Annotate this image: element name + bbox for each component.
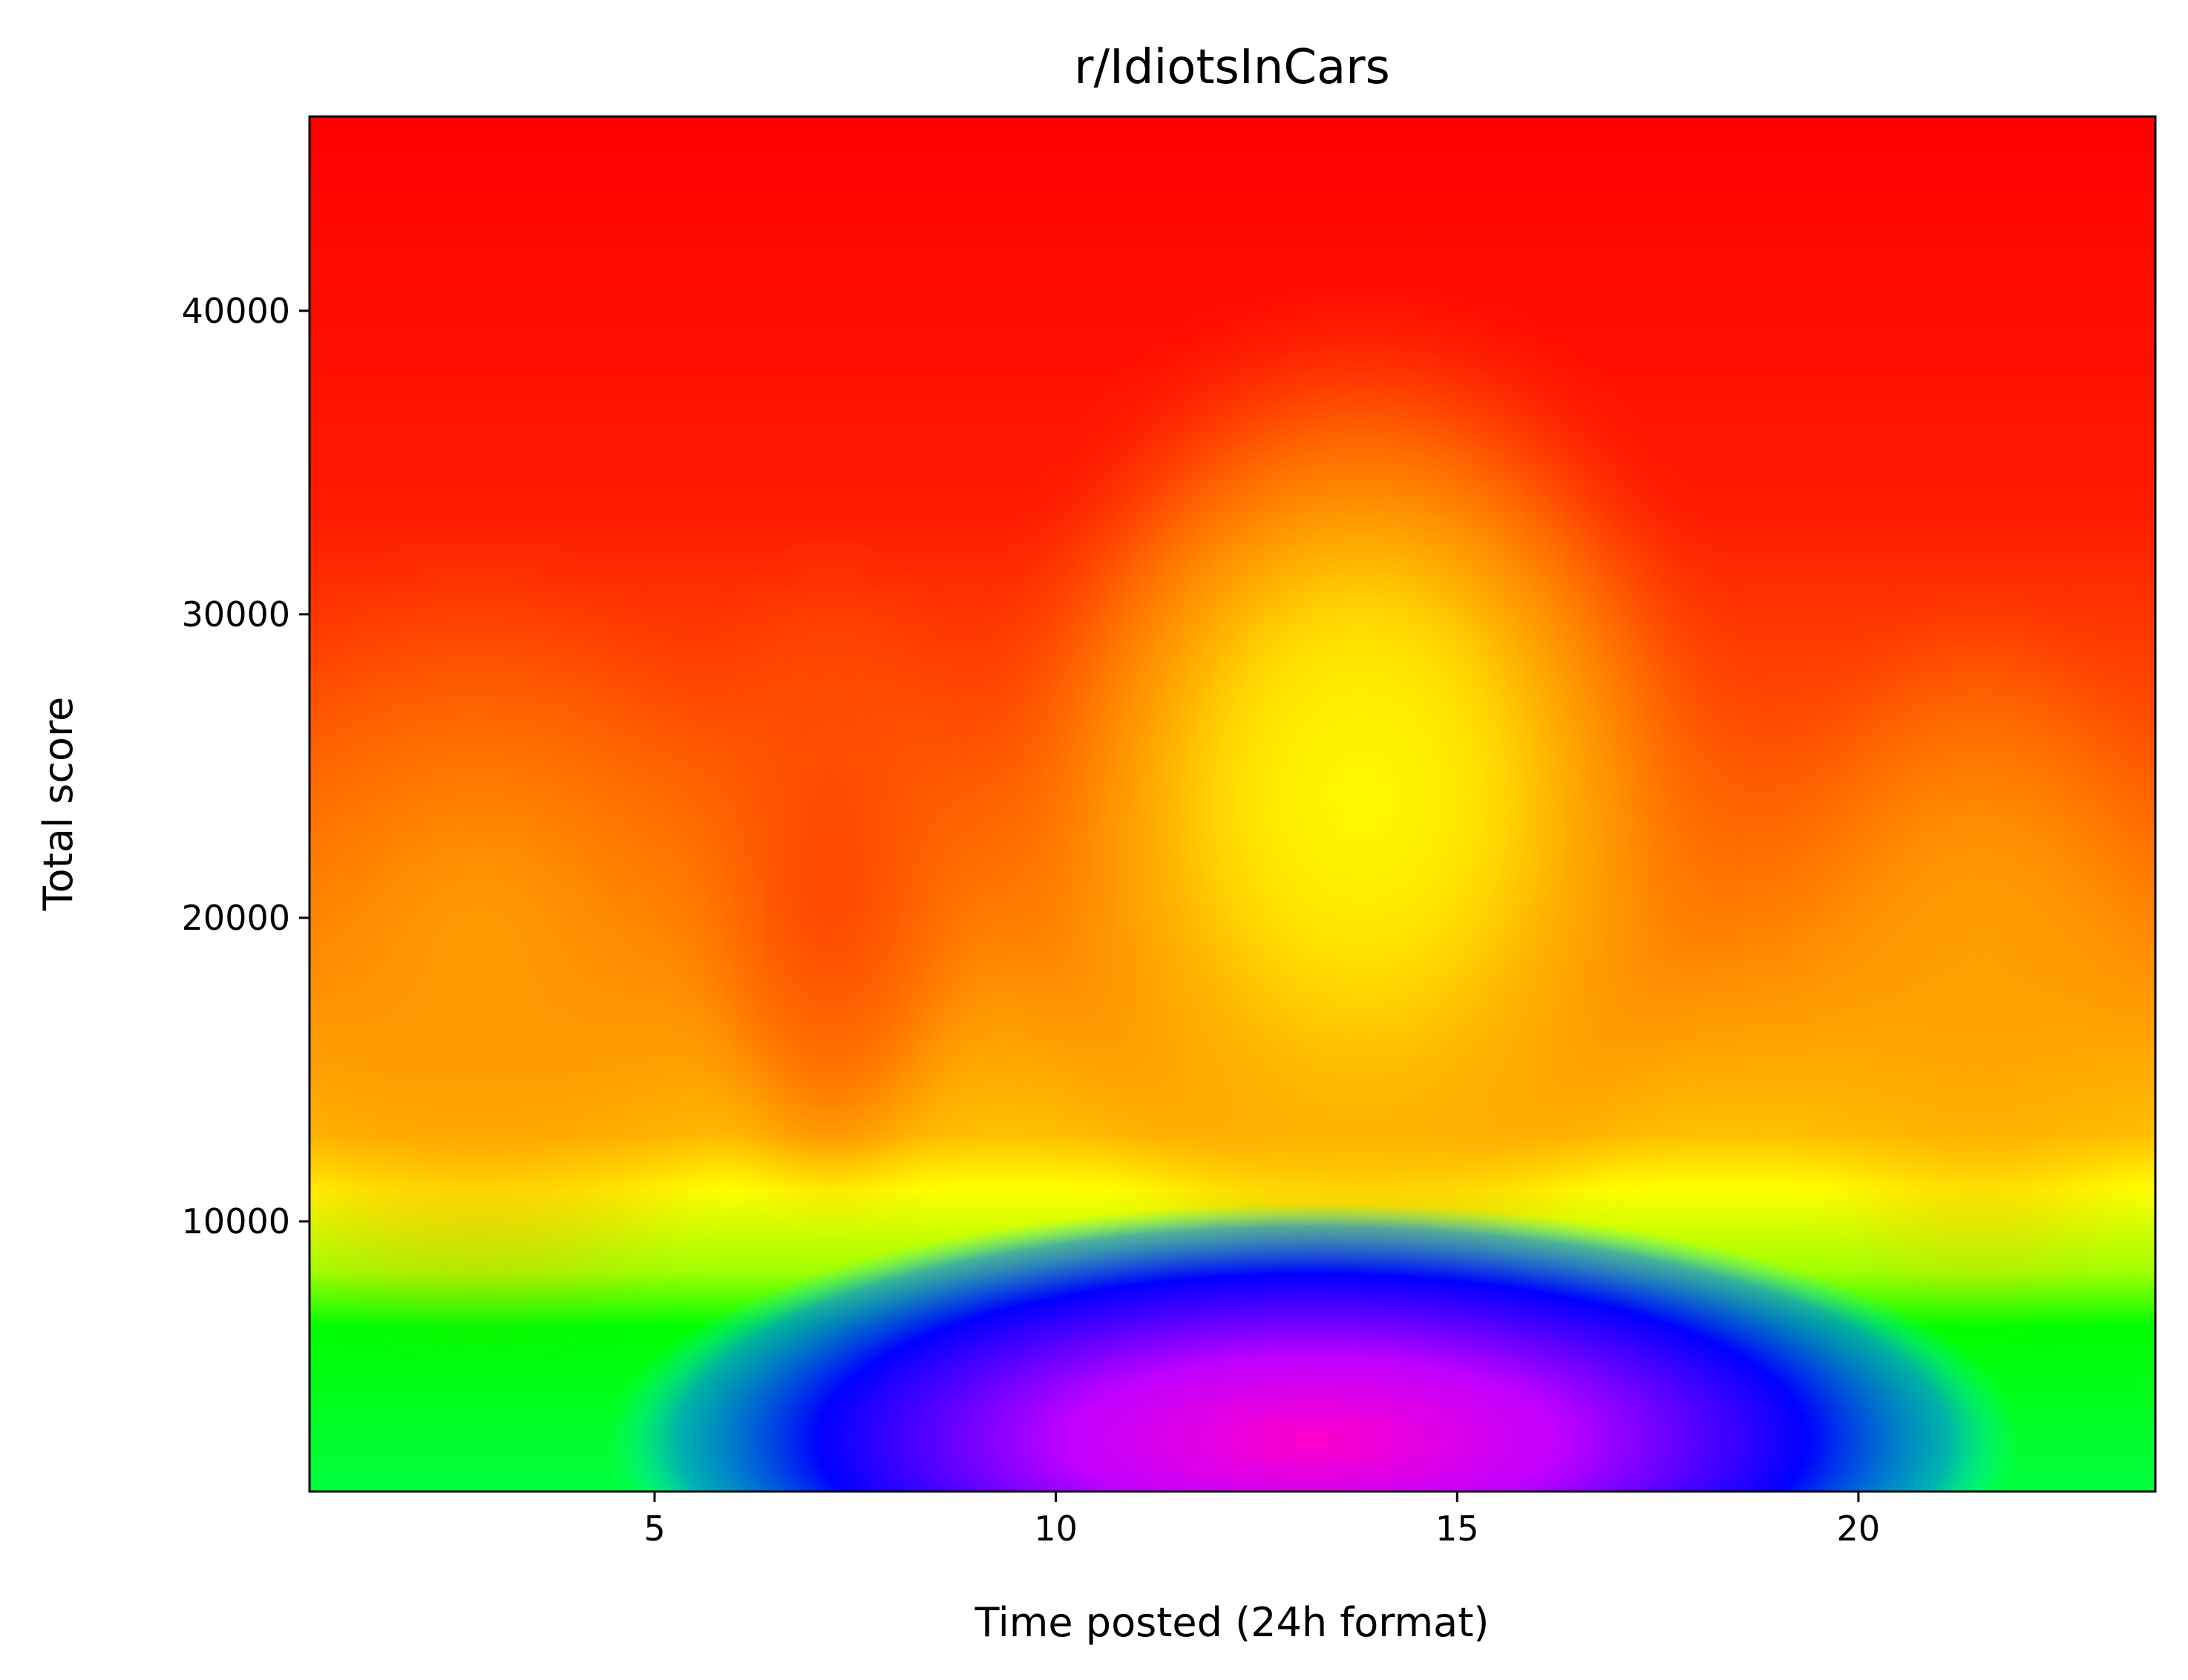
x-tick-label: 20 [1837, 1509, 1881, 1549]
y-axis-ticks: 10000 20000 30000 40000 [182, 291, 309, 1241]
x-tick-label: 10 [1034, 1509, 1078, 1549]
y-tick-label: 10000 [182, 1201, 290, 1241]
y-tick-label: 20000 [182, 898, 290, 938]
x-axis-label: Time posted (24h format) [974, 1599, 1489, 1646]
y-tick-label: 30000 [182, 594, 290, 634]
y-axis-label: Total score [35, 697, 82, 911]
x-tick-label: 5 [643, 1509, 665, 1549]
chart-title: r/IdiotsInCars [1074, 40, 1390, 95]
heatmap-blobs [309, 295, 2155, 1343]
plot-frame [308, 115, 2157, 1493]
x-tick-label: 15 [1435, 1509, 1479, 1549]
heatmap-field [309, 117, 2155, 1492]
y-tick-label: 40000 [182, 291, 290, 331]
heatmap-low-band [606, 1203, 2019, 1492]
x-axis-ticks: 5 10 15 20 [643, 1492, 1880, 1549]
